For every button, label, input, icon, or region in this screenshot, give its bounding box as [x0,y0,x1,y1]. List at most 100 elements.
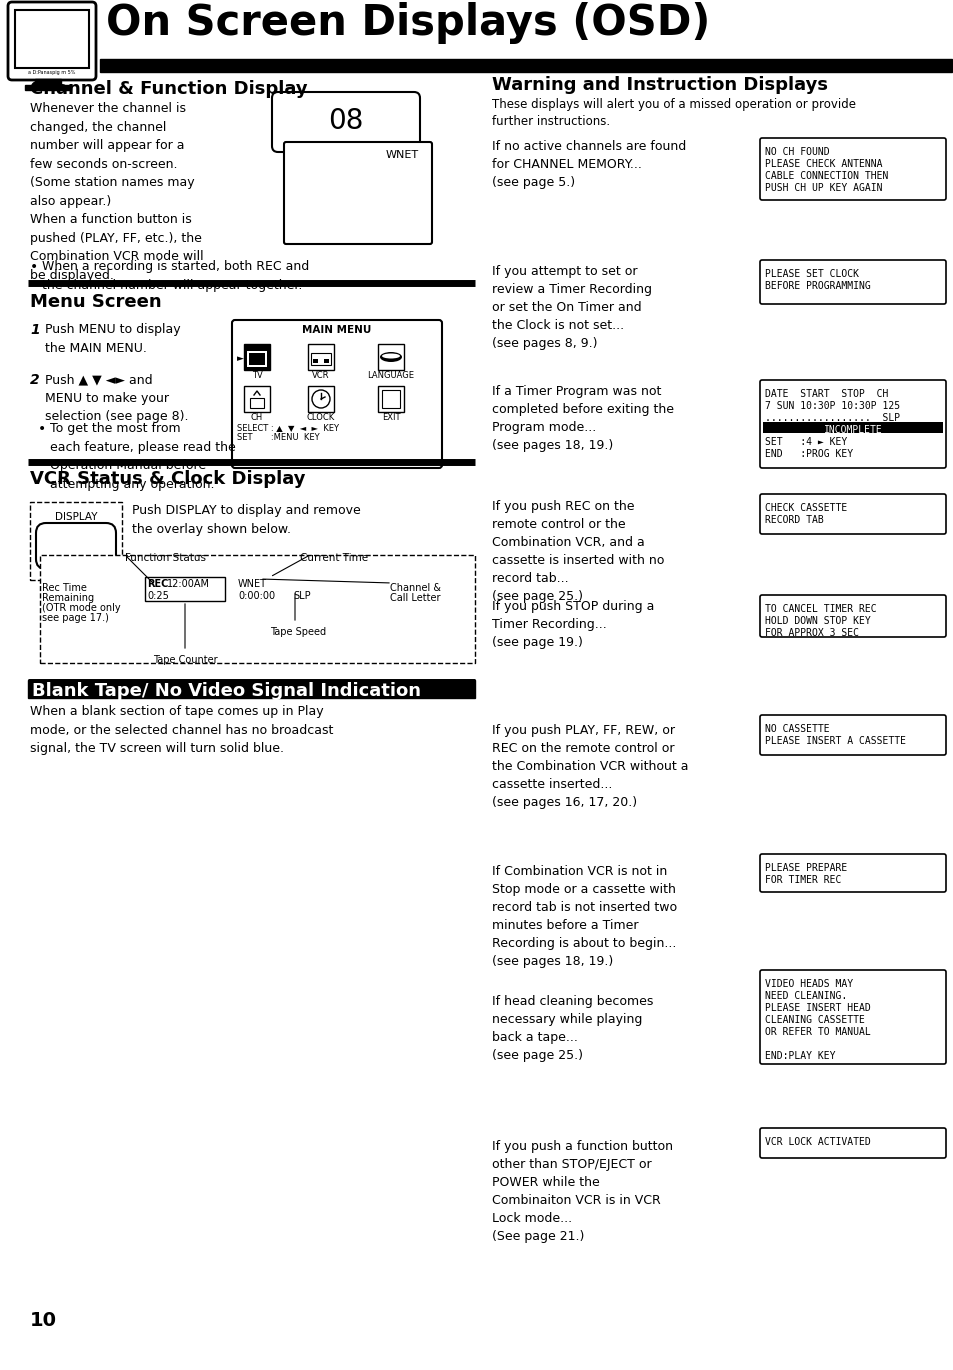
Text: END:PLAY KEY: END:PLAY KEY [764,1051,835,1060]
Text: 0:00:00: 0:00:00 [237,590,274,601]
Text: These displays will alert you of a missed operation or provide
further instructi: These displays will alert you of a misse… [492,99,855,127]
Bar [308,386,334,412]
Bar [25,85,71,90]
FancyBboxPatch shape [760,1128,945,1158]
Bar [377,344,403,370]
Bar [250,399,264,408]
Bar [377,386,403,412]
Text: On Screen Displays (OSD): On Screen Displays (OSD) [106,1,710,44]
Text: PLEASE SET CLOCK: PLEASE SET CLOCK [764,269,858,279]
Text: To get the most from
each feature, please read the
Operation Manual before
attem: To get the most from each feature, pleas… [50,422,235,490]
Text: When a blank section of tape comes up in Play
mode, or the selected channel has : When a blank section of tape comes up in… [30,706,333,755]
Text: EXIT: EXIT [381,412,400,422]
Text: OR REFER TO MANUAL: OR REFER TO MANUAL [764,1028,870,1037]
Bar [35,79,61,85]
Bar [145,577,225,601]
Text: CH: CH [251,412,263,422]
Text: WNET: WNET [385,149,418,160]
Text: PLEASE INSERT A CASSETTE: PLEASE INSERT A CASSETTE [764,736,905,747]
Bar [381,390,399,408]
Text: FOR APPROX 3 SEC: FOR APPROX 3 SEC [764,627,858,638]
Text: 2: 2 [30,373,40,386]
Text: PLEASE INSERT HEAD: PLEASE INSERT HEAD [764,1003,870,1012]
Text: Whenever the channel is
changed, the channel
number will appear for a
few second: Whenever the channel is changed, the cha… [30,101,203,281]
Text: PLEASE CHECK ANTENNA: PLEASE CHECK ANTENNA [764,159,882,169]
Text: Menu Screen: Menu Screen [30,293,161,311]
Text: 08: 08 [328,107,363,136]
Text: LANGUAGE: LANGUAGE [367,371,414,379]
Text: MAIN MENU: MAIN MENU [302,325,372,336]
Text: Warning and Instruction Displays: Warning and Instruction Displays [492,75,827,95]
Text: SET       :MENU  KEY: SET :MENU KEY [236,433,319,443]
Text: 10: 10 [30,1311,57,1330]
FancyBboxPatch shape [760,379,945,469]
Text: Channel &: Channel & [390,584,440,593]
Text: ..................  SLP: .................. SLP [764,412,900,423]
Text: REC: REC [147,580,168,589]
Text: •: • [38,422,46,436]
Text: PUSH CH UP KEY AGAIN: PUSH CH UP KEY AGAIN [764,184,882,193]
Text: VCR LOCK ACTIVATED: VCR LOCK ACTIVATED [764,1137,870,1147]
Bar [30,501,122,580]
Text: 7 SUN 10:30P 10:30P 125: 7 SUN 10:30P 10:30P 125 [764,401,900,411]
Text: •: • [30,260,38,274]
Text: Blank Tape/ No Video Signal Indication: Blank Tape/ No Video Signal Indication [32,682,420,700]
Text: VCR: VCR [312,371,330,379]
Bar [244,386,270,412]
Text: Call Letter: Call Letter [390,593,440,603]
Bar [28,680,475,697]
FancyBboxPatch shape [272,92,419,152]
Text: If you push PLAY, FF, REW, or
REC on the remote control or
the Combination VCR w: If you push PLAY, FF, REW, or REC on the… [492,723,688,810]
Bar [324,359,329,363]
Text: If no active channels are found
for CHANNEL MEMORY...
(see page 5.): If no active channels are found for CHAN… [492,140,685,189]
Text: If head cleaning becomes
necessary while playing
back a tape...
(see page 25.): If head cleaning becomes necessary while… [492,995,653,1062]
Bar [100,59,951,73]
Text: 0:25: 0:25 [147,590,169,601]
Bar [247,351,267,367]
Bar [40,555,475,663]
Text: CLOCK: CLOCK [307,412,335,422]
FancyBboxPatch shape [760,970,945,1064]
Text: NO CASSETTE: NO CASSETTE [764,723,829,734]
FancyBboxPatch shape [760,854,945,892]
Text: 1: 1 [30,323,40,337]
Text: PLEASE PREPARE: PLEASE PREPARE [764,863,846,873]
Bar [15,10,89,68]
Text: If you push a function button
other than STOP/EJECT or
POWER while the
Combinait: If you push a function button other than… [492,1140,672,1243]
Text: SLP: SLP [293,590,311,601]
FancyBboxPatch shape [36,523,116,569]
Bar [249,353,265,364]
Text: SELECT : ▲  ▼  ◄  ►  KEY: SELECT : ▲ ▼ ◄ ► KEY [236,423,338,432]
Text: Function Status: Function Status [125,553,206,563]
Text: ►: ► [236,355,244,363]
Text: If you push STOP during a
Timer Recording...
(see page 19.): If you push STOP during a Timer Recordin… [492,600,654,649]
Text: If a Timer Program was not
completed before exiting the
Program mode...
(see pag: If a Timer Program was not completed bef… [492,385,673,452]
Text: Remaining: Remaining [42,593,94,603]
Text: Rec Time: Rec Time [42,584,87,593]
Text: Current Time: Current Time [299,553,368,563]
Text: NO CH FOUND: NO CH FOUND [764,147,829,158]
Bar [311,353,331,364]
Text: a D:Panaspig m 5%: a D:Panaspig m 5% [29,70,75,74]
Text: WNET: WNET [237,580,267,589]
Text: FOR TIMER REC: FOR TIMER REC [764,875,841,885]
Text: CABLE CONNECTION THEN: CABLE CONNECTION THEN [764,171,887,181]
FancyBboxPatch shape [760,495,945,534]
Text: INCOMPLETE: INCOMPLETE [822,425,882,436]
Ellipse shape [381,353,399,359]
Bar [308,344,334,370]
Text: CHECK CASSETTE: CHECK CASSETTE [764,503,846,512]
Bar [313,359,317,363]
Text: END   :PROG KEY: END :PROG KEY [764,449,852,459]
FancyBboxPatch shape [232,321,441,469]
FancyBboxPatch shape [284,142,432,244]
Text: Channel & Function Display: Channel & Function Display [30,79,307,99]
Text: (OTR mode only: (OTR mode only [42,603,120,612]
Text: If Combination VCR is not in
Stop mode or a cassette with
record tab is not inse: If Combination VCR is not in Stop mode o… [492,864,677,969]
Text: CLEANING CASSETTE: CLEANING CASSETTE [764,1015,864,1025]
Text: NEED CLEANING.: NEED CLEANING. [764,991,846,1001]
Text: TV: TV [252,371,262,379]
Text: SET   :4 ► KEY: SET :4 ► KEY [764,437,846,447]
Text: Push ▲ ▼ ◄► and
MENU to make your
selection (see page 8).: Push ▲ ▼ ◄► and MENU to make your select… [45,373,189,423]
Ellipse shape [379,352,401,362]
